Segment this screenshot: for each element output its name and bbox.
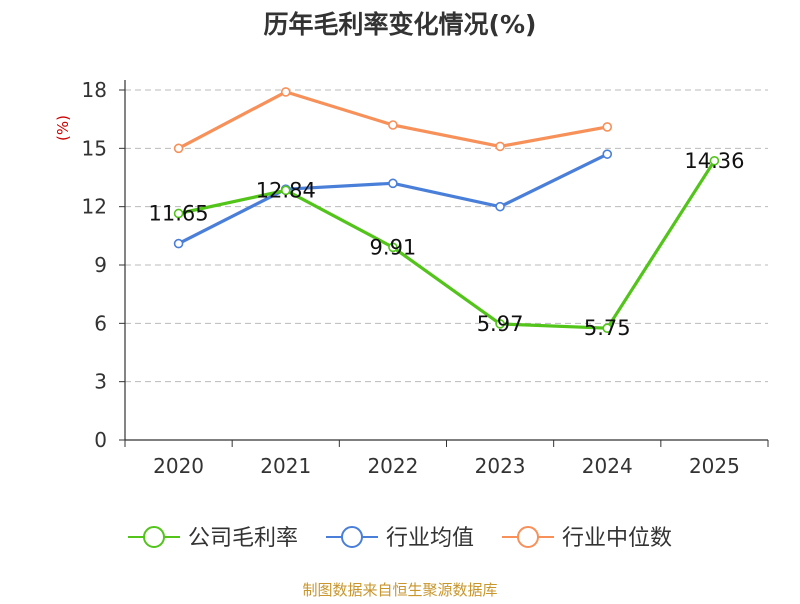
series-1-point-2020 [173,208,184,219]
legend-swatch-marker-2 [341,526,363,548]
series-2-point-2024 [602,149,613,159]
y-tick-label-15: 15 [82,136,107,160]
series-1 [173,155,720,333]
y-axis-label: (%) [54,115,72,141]
legend-swatch-marker-3 [517,526,539,548]
data-label-2021: 12.84 [256,178,316,202]
legend-item-3: 行业中位数 [502,526,672,551]
series-1-point-2021 [280,185,291,196]
chart-title: 历年毛利率变化情况(%) [264,10,537,39]
series-3-point-2021 [280,87,291,97]
data-label-2022: 9.91 [370,235,417,259]
y-tick-label-18: 18 [82,78,107,102]
legend-label-2: 行业均值 [386,526,474,551]
x-tick-label-2024: 2024 [582,454,633,478]
data-label-2020: 11.65 [149,201,209,225]
axes: 0 3 6 9 12 15 18 2020 2021 2022 2023 2024 2025 [82,78,769,478]
data-label-2025: 14.36 [684,149,744,173]
series-3-point-2020 [173,143,184,154]
series-1-point-2024 [602,323,613,333]
x-tick-label-2022: 2022 [367,454,418,478]
series-1-point-2023 [495,319,505,329]
x-tick-label-2025: 2025 [689,454,740,478]
series-2-point-2023 [495,201,505,212]
series-3-line [177,90,609,150]
data-label-2024: 5.75 [584,316,631,340]
legend-label-1: 公司毛利率 [188,526,298,551]
series-3-point-2022 [388,120,398,130]
data-label-2023: 5.97 [477,312,524,336]
series-3 [173,87,613,154]
series-3-point-2023 [495,141,505,152]
legend-item-1: 公司毛利率 [128,526,298,551]
series-1-line [177,159,716,330]
legend: 公司毛利率 行业均值 行业中位数 [128,526,672,551]
y-tick-label-6: 6 [94,311,107,335]
data-labels: 11.65 12.84 9.91 5.97 5.75 14.36 [149,149,745,340]
x-tick-label-2021: 2021 [260,454,311,478]
series-2-point-2022 [388,178,398,189]
series-2-point-2020 [173,238,184,249]
series-3-point-2024 [602,122,613,132]
legend-item-2: 行业均值 [326,526,474,551]
series-1-point-2025 [709,155,720,166]
legend-swatch-marker-1 [143,526,165,548]
grid-lines [125,89,768,383]
x-tick-label-2023: 2023 [475,454,526,478]
y-tick-label-12: 12 [82,195,107,219]
series-lines [173,87,720,333]
y-tick-label-9: 9 [94,253,107,277]
y-tick-label-3: 3 [94,370,107,394]
x-tick-label-2020: 2020 [153,454,204,478]
source-footer: 制图数据来自恒生聚源数据库 [302,581,497,599]
y-tick-label-0: 0 [94,428,107,452]
series-1-point-2022 [388,242,398,253]
legend-label-3: 行业中位数 [562,526,672,551]
